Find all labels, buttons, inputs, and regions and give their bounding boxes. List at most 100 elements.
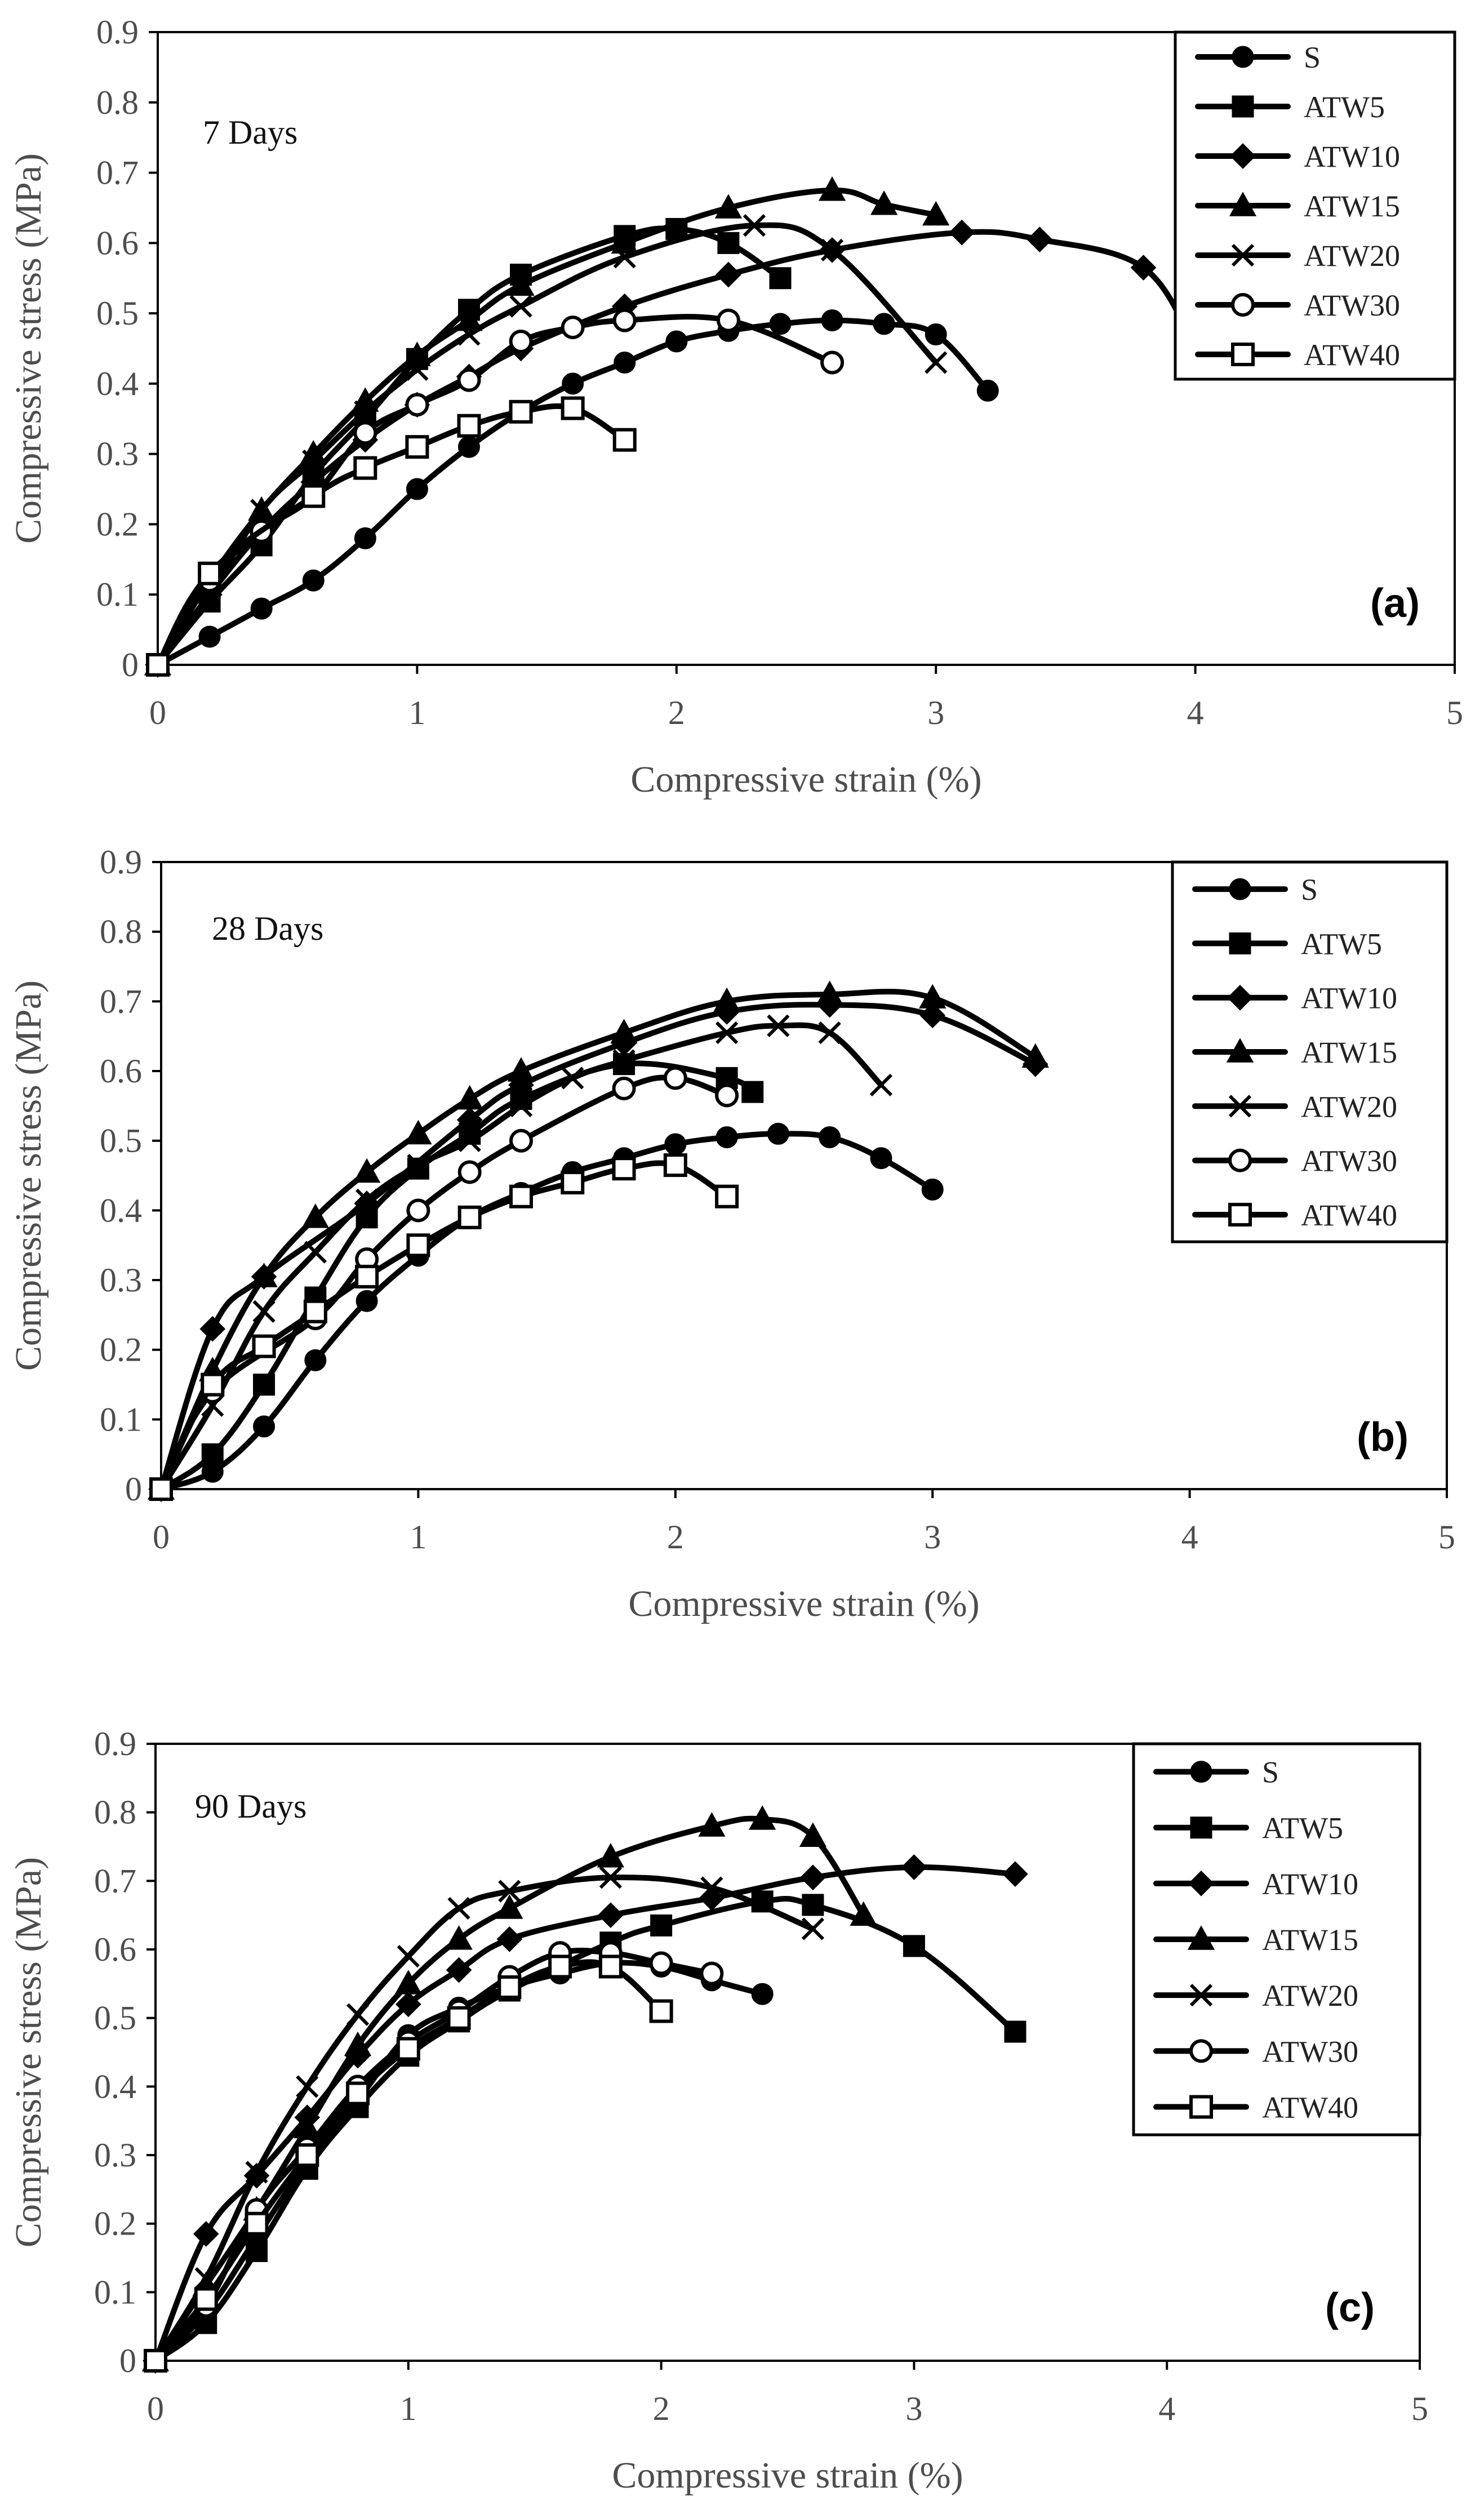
y-tick-label: 0.9 bbox=[100, 843, 142, 881]
data-point-atw10 bbox=[395, 1991, 421, 2018]
data-point-atw5 bbox=[903, 1935, 925, 1957]
legend-label: ATW15 bbox=[1301, 1036, 1397, 1069]
data-point-atw15 bbox=[455, 306, 483, 331]
series-line-atw40 bbox=[153, 1959, 664, 2364]
data-point-atw15 bbox=[748, 1805, 776, 1830]
data-point-atw30 bbox=[820, 350, 845, 375]
data-point-atw40 bbox=[457, 414, 481, 438]
legend-entry-atw5: ATW5 bbox=[1153, 1811, 1343, 1845]
data-point-atw20 bbox=[245, 2161, 268, 2184]
data-point-atw40 bbox=[649, 1999, 673, 2023]
legend-entry-atw20: ATW20 bbox=[1195, 239, 1400, 273]
series-atw15 bbox=[147, 980, 1049, 1500]
legend-swatch-marker bbox=[1228, 1148, 1252, 1172]
data-point-atw15 bbox=[919, 984, 947, 1009]
data-point-s bbox=[821, 309, 843, 332]
data-point-atw15 bbox=[816, 980, 843, 1005]
data-point-s bbox=[921, 1178, 944, 1201]
legend-entry-atw15: ATW15 bbox=[1153, 1923, 1358, 1957]
data-point-atw40 bbox=[149, 1477, 173, 1501]
x-marker-stroke bbox=[252, 1300, 276, 1323]
x-marker-stroke bbox=[801, 1917, 825, 1940]
legend-swatch-marker bbox=[1228, 1202, 1252, 1227]
data-point-s bbox=[873, 313, 895, 335]
legend-label: ATW20 bbox=[1262, 1979, 1358, 2013]
x-tick-label: 1 bbox=[400, 2390, 417, 2427]
data-point-atw15 bbox=[597, 1843, 624, 1868]
curing-age-label: 7 Days bbox=[203, 114, 297, 151]
chart-panel-1: 0 0.1 0.2 0.3 0.4 0.5 0.6 0.7 0.8 0.9 0 1 2 3 4 5 Compre… bbox=[8, 14, 1463, 800]
legend-swatch-marker bbox=[1230, 143, 1256, 169]
data-point-atw20 bbox=[447, 1896, 470, 1920]
data-point-s bbox=[976, 379, 999, 402]
data-point-s bbox=[250, 597, 273, 620]
data-point-atw40 bbox=[146, 653, 170, 677]
y-tick-label: 0.6 bbox=[94, 1931, 136, 1968]
data-point-atw40 bbox=[252, 1334, 276, 1358]
legend-entry-atw40: ATW40 bbox=[1153, 2090, 1358, 2124]
x-marker-stroke bbox=[458, 1129, 481, 1152]
data-point-atw20 bbox=[820, 238, 844, 261]
data-point-atw5 bbox=[769, 267, 792, 290]
data-point-atw20 bbox=[302, 450, 325, 473]
y-tick-label: 0.2 bbox=[94, 2205, 136, 2242]
series-atw40 bbox=[146, 396, 637, 677]
data-point-s bbox=[769, 313, 792, 335]
x-tick-label: 3 bbox=[924, 1518, 941, 1556]
legend-entry-atw15: ATW15 bbox=[1192, 1036, 1397, 1069]
y-tick-label: 0.3 bbox=[100, 1262, 142, 1299]
data-point-s bbox=[664, 1133, 687, 1156]
curing-age-label: 90 Days bbox=[195, 1788, 306, 1825]
legend-label: ATW10 bbox=[1304, 140, 1400, 174]
panel-tag: (b) bbox=[1357, 1415, 1409, 1460]
data-point-atw20 bbox=[355, 1188, 379, 1211]
legend-swatch-marker bbox=[1189, 2095, 1213, 2119]
data-point-atw30 bbox=[406, 1198, 430, 1223]
legend-entry-atw5: ATW5 bbox=[1192, 927, 1382, 961]
data-point-atw15 bbox=[507, 271, 535, 296]
legend-label: ATW30 bbox=[1304, 288, 1400, 322]
legend: S ATW5 ATW10 ATW15 ATW20 ATW30 ATW40 bbox=[1132, 1742, 1421, 2137]
series-line-atw20 bbox=[158, 1022, 884, 1492]
series-line-atw10 bbox=[158, 1002, 1038, 1492]
data-point-atw10 bbox=[716, 261, 741, 288]
data-point-atw20 bbox=[304, 1241, 327, 1264]
y-tick-label: 0.7 bbox=[96, 154, 139, 192]
chart-panel-3: 0 0.1 0.2 0.3 0.4 0.5 0.6 0.7 0.8 0.9 0 1 2 3 4 5 Compre… bbox=[8, 1725, 1428, 2496]
x-marker-stroke bbox=[245, 2161, 268, 2184]
curing-age-label: 28 Days bbox=[212, 910, 323, 947]
data-point-s bbox=[457, 436, 480, 458]
x-tick-label: 2 bbox=[668, 694, 685, 731]
data-point-atw40 bbox=[245, 2211, 269, 2236]
legend-label: ATW5 bbox=[1301, 927, 1382, 961]
y-tick-label: 0.8 bbox=[100, 913, 142, 950]
data-point-atw20 bbox=[296, 2075, 319, 2098]
x-marker-stroke bbox=[1231, 243, 1255, 267]
x-tick-label: 3 bbox=[927, 694, 944, 731]
x-marker-stroke bbox=[599, 1866, 622, 1889]
data-point-s bbox=[198, 625, 221, 648]
data-point-atw15 bbox=[850, 1901, 877, 1926]
y-tick-label: 0.8 bbox=[96, 84, 139, 121]
x-marker-stroke bbox=[194, 2267, 217, 2290]
y-tick-label: 0.3 bbox=[94, 2137, 136, 2174]
legend-swatch-marker bbox=[1190, 1816, 1212, 1839]
data-point-atw20 bbox=[561, 1067, 584, 1090]
legend-swatch-marker bbox=[1231, 293, 1255, 317]
data-point-atw15 bbox=[353, 1158, 381, 1183]
legend: S ATW5 ATW10 ATW15 ATW20 ATW30 ATW40 bbox=[1174, 30, 1456, 381]
y-tick-label: 0.5 bbox=[94, 2000, 136, 2037]
data-point-atw30 bbox=[663, 1066, 687, 1090]
data-point-atw40 bbox=[612, 428, 637, 452]
series-atw20 bbox=[144, 1866, 825, 2373]
data-point-atw15 bbox=[496, 1894, 523, 1919]
y-tick-label: 0.9 bbox=[96, 14, 139, 51]
x-marker-stroke bbox=[346, 2003, 370, 2026]
data-point-s bbox=[406, 478, 428, 500]
legend-swatch-marker bbox=[1190, 1761, 1212, 1783]
data-point-s bbox=[302, 569, 325, 592]
data-point-atw40 bbox=[561, 396, 585, 420]
data-point-s bbox=[304, 1349, 327, 1371]
legend-swatch-marker bbox=[1231, 343, 1255, 366]
x-marker-stroke bbox=[818, 1021, 841, 1045]
